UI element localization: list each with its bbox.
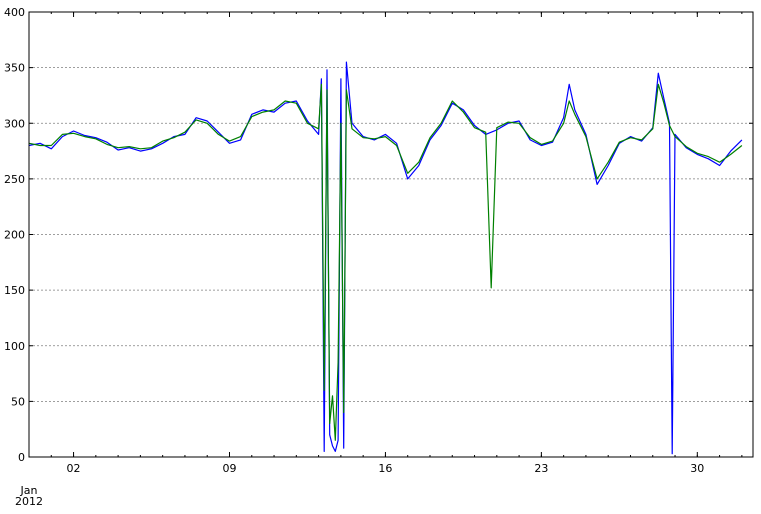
x-tick-label: 23 <box>534 462 548 475</box>
x-tick-label: 09 <box>222 462 236 475</box>
series-line-1 <box>29 61 743 455</box>
y-tick-label: 150 <box>4 284 25 297</box>
y-tick-label: 100 <box>4 340 25 353</box>
x-tick-label: 02 <box>67 462 81 475</box>
y-tick-label: 250 <box>4 173 25 186</box>
y-tick-label: 350 <box>4 62 25 75</box>
y-tick-label: 400 <box>4 6 25 19</box>
y-tick-label: 200 <box>4 229 25 242</box>
y-axis: 0 50 100 150 200 250 300 350 400 <box>4 6 753 464</box>
y-tick-label: 50 <box>11 395 25 408</box>
x-tick-label: 30 <box>690 462 704 475</box>
grid-lines <box>29 67 753 402</box>
series-line-2 <box>29 83 743 441</box>
x-tick-label: 16 <box>378 462 392 475</box>
series-layer <box>29 61 743 455</box>
y-tick-label: 0 <box>18 451 25 464</box>
y-tick-label: 300 <box>4 117 25 130</box>
x-offset-year-label: 2012 <box>15 495 43 508</box>
x-offset-month-label: Jan <box>20 484 38 497</box>
x-axis: 02 09 16 23 30 <box>28 12 743 475</box>
